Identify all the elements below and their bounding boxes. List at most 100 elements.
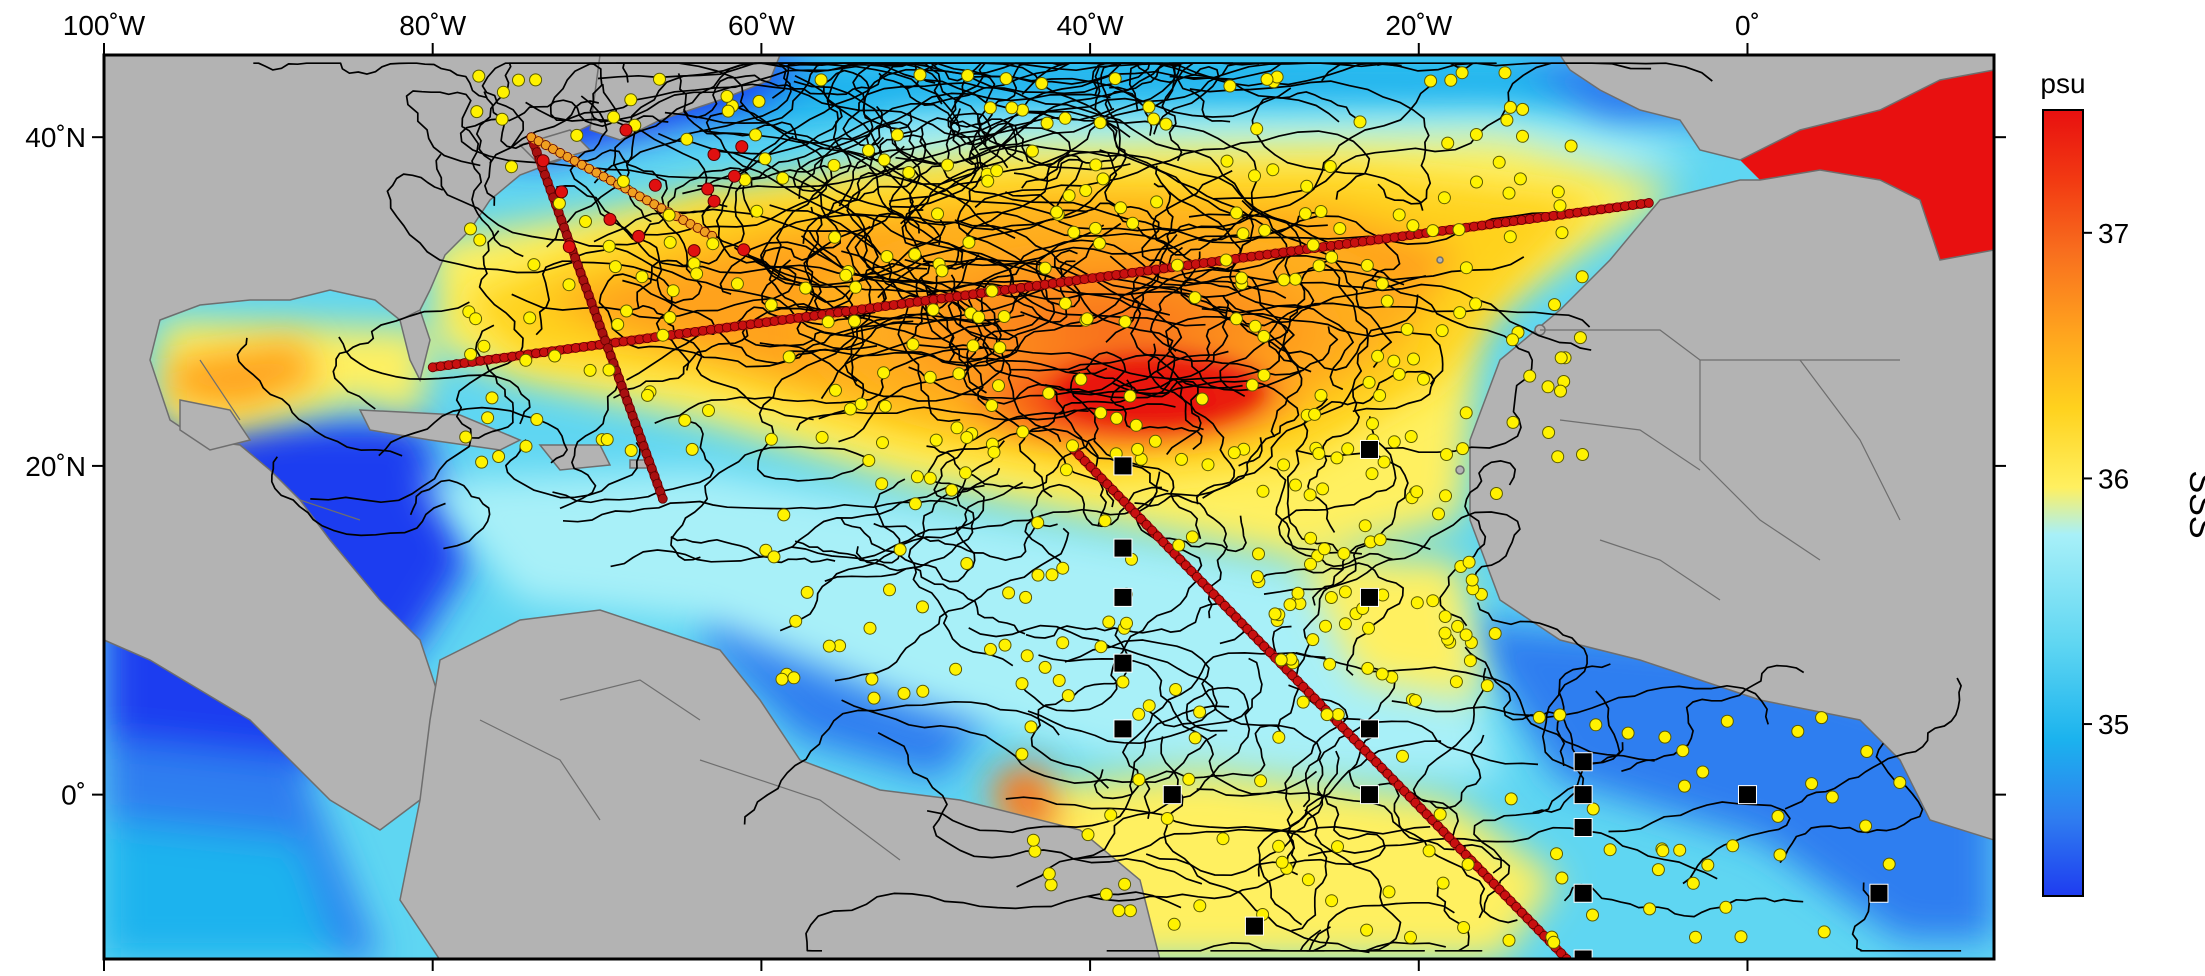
float-dot [562,278,576,292]
lat-tick-label: 20˚N [25,451,86,482]
float-dot [1252,547,1265,561]
float-dot [472,69,486,83]
drifter-track [1077,657,1263,860]
float-dot [935,264,949,278]
float-dot [1506,415,1520,429]
lat-tick-label: 0˚ [61,780,86,811]
float-dot [972,310,986,324]
ship-track-point [1365,235,1376,246]
float-dot [1114,201,1128,215]
float-dot [827,158,841,172]
float-dot [611,318,625,331]
float-dot [997,310,1011,323]
float-dot [1719,900,1733,914]
drifter-track [1202,260,1369,499]
ship-track-point [1500,217,1511,228]
drifter-track [1016,825,1431,888]
float-dot [877,153,891,167]
float-dot [1859,819,1873,833]
drifter-track [742,121,915,244]
drifter-track [1021,62,1299,95]
drifter-track [1608,801,1791,885]
float-dot [1042,867,1056,881]
float-dot [952,367,966,381]
argo-floats [459,66,1907,949]
ship-track-point [769,316,780,326]
drifter-track [1160,736,1370,954]
float-dot [512,73,525,87]
float-dot [1250,122,1264,136]
map-axes: 100˚W 80˚W 60˚W 40˚W 20˚W 0˚ 40˚N 20˚N 0˚ [25,10,2006,971]
float-dot [815,430,829,444]
float-dot [789,614,803,628]
float-dot [1324,591,1338,604]
float-dot [1333,222,1347,235]
float-dot [862,143,875,157]
mooring-marker [1573,818,1593,838]
float-dot [750,204,764,218]
drifter-track [798,69,942,246]
drifter-track [1532,663,1611,814]
float-dot [1142,100,1156,114]
float-dot [1254,774,1268,788]
float-dot-red [632,229,646,243]
float-dot [1019,590,1033,604]
drifter-track [1009,326,1339,376]
float-dot [663,311,677,324]
mooring-marker [1573,883,1593,903]
ship-track-point [1596,204,1607,215]
ship-track-point [674,329,685,339]
drifter-track [840,517,976,583]
float-dot [876,436,889,450]
float-dot [1462,555,1476,569]
float-dot [579,215,592,228]
float-dot [1492,155,1506,169]
float-dot [464,222,477,236]
float-dot [1148,434,1162,448]
float-dot [1002,586,1016,600]
float-dot [1437,191,1451,205]
ship-track-point [1604,203,1615,214]
drifter-track [949,108,1084,214]
drifter-track [971,249,1081,323]
float-dot [720,89,734,103]
float-dot [1268,607,1282,621]
ship-track-point [531,348,541,359]
drifter-track [1784,677,1962,810]
ship-track-point [1620,201,1630,212]
float-dot [1031,516,1045,530]
ship-track-point [1564,208,1575,219]
float-dot [1110,411,1124,425]
float-dot [1516,129,1529,143]
float-dot [706,237,720,251]
float-dot [1426,594,1440,608]
float-dot [1005,101,1019,115]
ship-track-point [1103,271,1114,281]
float-dot [1502,933,1516,947]
drifter-track [1257,667,1396,877]
lon-tick-label: 80˚W [399,10,466,41]
drifter-track [1145,791,1386,877]
float-dot [1169,683,1183,696]
float-dot [1360,258,1374,272]
ship-track-point [483,354,494,365]
float-dot [1230,206,1243,220]
drifter-track [862,212,987,394]
drifter-track [705,104,1206,327]
float-dot [1860,745,1874,758]
float-dot [839,268,853,282]
float-dot [1330,451,1344,465]
float-dot [608,260,622,274]
float-dot [893,543,907,557]
drifter-track [1189,80,1432,205]
ship-track-point [1143,265,1153,276]
float-dot [1480,679,1494,693]
drifter-track [1147,343,1236,505]
float-dot [624,444,638,457]
float-dot [1195,392,1209,406]
ship-track-point [1270,248,1281,259]
drifter-track [1268,302,1591,373]
float-dot [1108,72,1122,86]
float-dot [1257,329,1271,343]
